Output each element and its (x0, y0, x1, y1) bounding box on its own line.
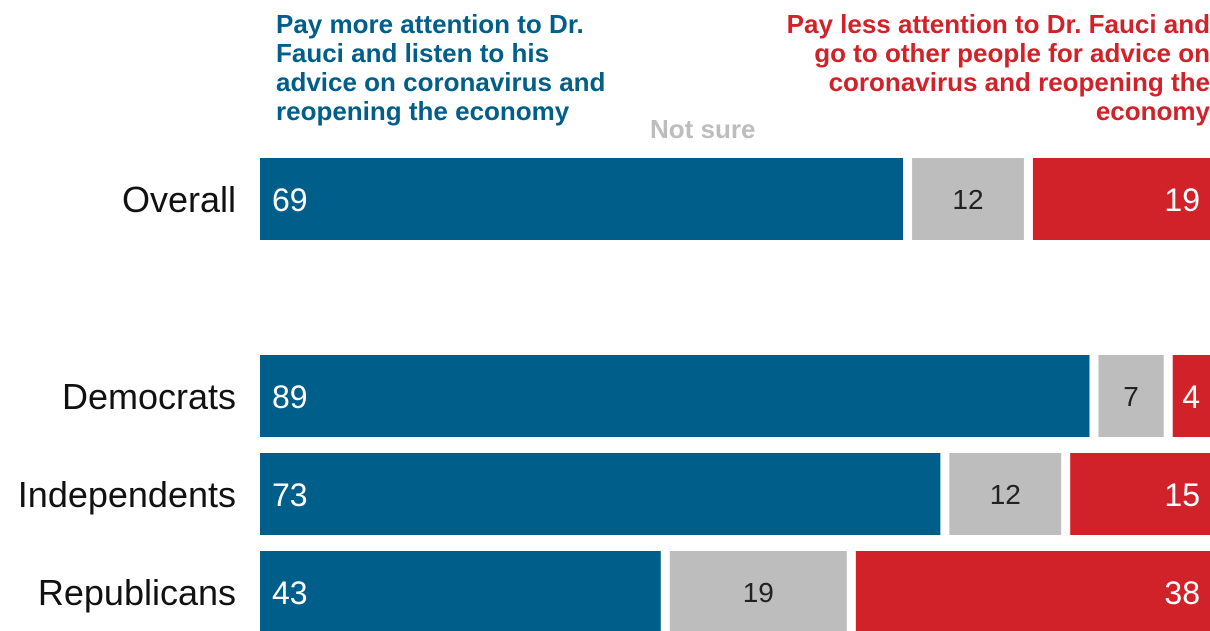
bar-agree-democrats (260, 355, 1090, 437)
bar-disagree-independents (1070, 453, 1210, 535)
category-label-democrats: Democrats (62, 376, 236, 417)
bar-disagree-republicans (855, 551, 1210, 631)
legend-agree: Pay more attention to Dr. Fauci and list… (276, 9, 606, 126)
legend-not-sure: Not sure (650, 114, 756, 144)
bar-not-sure-democrats (1098, 355, 1164, 437)
bar-not-sure-republicans (669, 551, 847, 631)
value-label-not-sure-democrats: 7 (1123, 381, 1139, 412)
bar-disagree-overall (1032, 158, 1210, 240)
bar-agree-overall (260, 158, 904, 240)
legend-disagree: Pay less attention to Dr. Fauci and go t… (786, 9, 1210, 126)
category-label-republicans: Republicans (38, 572, 236, 613)
value-label-agree-republicans: 43 (272, 575, 308, 611)
bar-agree-republicans (260, 551, 661, 631)
bar-disagree-democrats (1172, 355, 1210, 437)
value-label-disagree-overall: 19 (1164, 182, 1200, 218)
bar-not-sure-overall (912, 158, 1024, 240)
category-label-independents: Independents (18, 474, 236, 515)
bar-agree-independents (260, 453, 941, 535)
value-label-agree-democrats: 89 (272, 379, 308, 415)
value-label-not-sure-republicans: 19 (743, 577, 774, 608)
value-label-agree-overall: 69 (272, 182, 308, 218)
value-label-not-sure-overall: 12 (952, 184, 983, 215)
value-label-disagree-independents: 15 (1164, 477, 1200, 513)
value-label-disagree-republicans: 38 (1164, 575, 1200, 611)
category-label-overall: Overall (122, 179, 236, 220)
value-label-not-sure-independents: 12 (990, 479, 1021, 510)
bar-not-sure-independents (949, 453, 1062, 535)
value-label-disagree-democrats: 4 (1182, 379, 1200, 415)
value-label-agree-independents: 73 (272, 477, 308, 513)
